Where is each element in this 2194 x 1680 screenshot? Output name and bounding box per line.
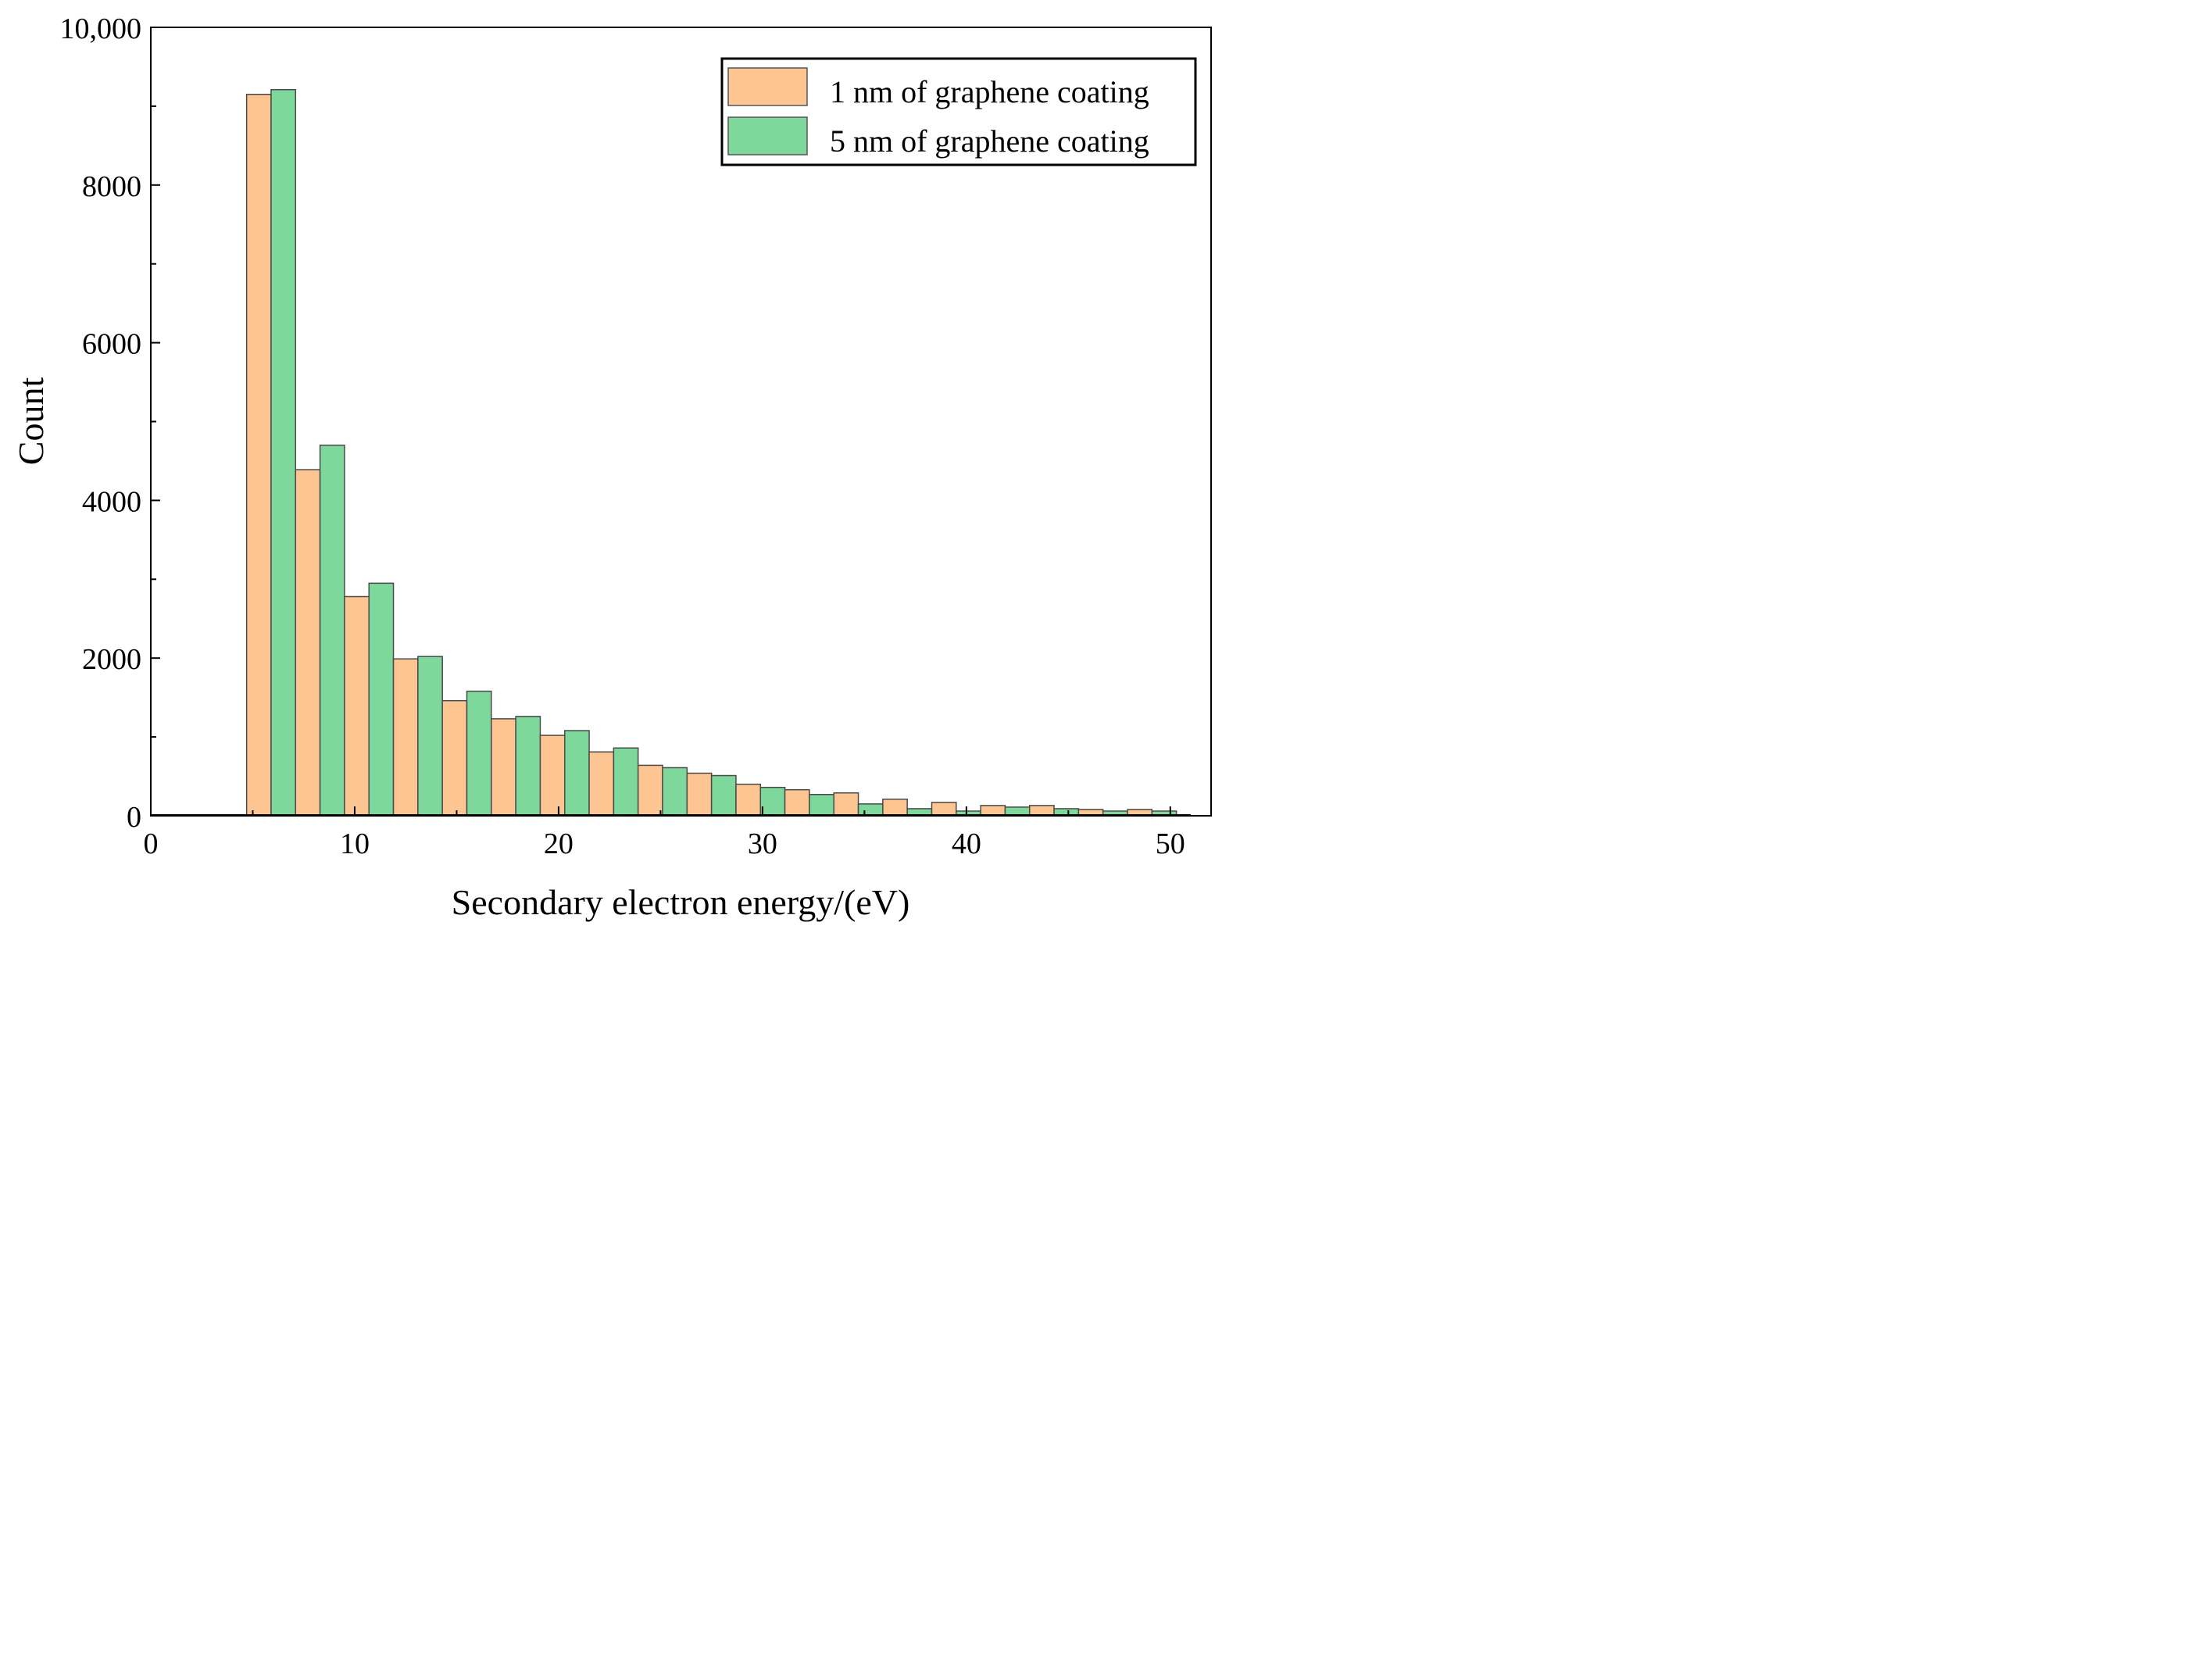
y-tick-label-4000: 4000: [82, 485, 141, 518]
bar-1nm-bin-11: [735, 783, 762, 817]
bar-1nm-bin-7: [539, 735, 566, 817]
bar-1nm-bin-6: [491, 718, 516, 817]
bars-layer: [245, 88, 1177, 817]
y-tick-label-2000: 2000: [82, 643, 141, 676]
chart: 0 10 20 30 40 50 0 2000 4000 6000 8000 10,000 Seco…: [0, 0, 1225, 935]
x-axis-ticks: 0 10 20 30 40 50: [144, 806, 1185, 860]
legend-swatch-1nm: [727, 67, 808, 106]
bar-5nm-bin-1: [270, 88, 297, 817]
bar-1nm-bin-10: [686, 772, 713, 817]
bar-5nm-bin-6: [515, 716, 541, 817]
x-tick-label-30: 30: [748, 827, 777, 860]
y-tick-label-8000: 8000: [82, 170, 141, 203]
bar-5nm-bin-8: [613, 747, 639, 817]
x-axis-title: Secondary electron energy/(eV): [452, 882, 910, 922]
bar-1nm-bin-9: [637, 764, 663, 817]
bar-1nm-bin-1: [245, 94, 272, 817]
chart-svg: 0 10 20 30 40 50 0 2000 4000 6000 8000 10,000 Seco…: [11, 13, 1212, 922]
x-tick-label-20: 20: [544, 827, 574, 860]
bar-5nm-bin-11: [759, 786, 786, 817]
bar-5nm-bin-2: [319, 445, 345, 817]
bar-1nm-bin-3: [344, 595, 370, 817]
bar-5nm-bin-12: [809, 794, 834, 817]
bar-1nm-bin-15: [931, 802, 957, 817]
bar-1nm-bin-2: [295, 469, 321, 817]
bar-1nm-bin-4: [392, 658, 419, 817]
bar-5nm-bin-10: [710, 774, 737, 817]
y-tick-label-6000: 6000: [82, 328, 141, 361]
legend-swatch-5nm: [727, 116, 808, 155]
y-axis-ticks: 0 2000 4000 6000 8000 10,000: [60, 13, 160, 834]
x-tick-label-40: 40: [952, 827, 981, 860]
bar-5nm-bin-3: [368, 582, 395, 817]
bar-1nm-bin-14: [882, 799, 908, 817]
y-axis-title: Count: [11, 377, 51, 466]
legend-label-5nm: 5 nm of graphene coating: [830, 123, 1149, 159]
bar-5nm-bin-13: [857, 803, 884, 817]
bar-5nm-bin-5: [466, 690, 492, 817]
bar-1nm-bin-12: [784, 788, 810, 817]
legend-label-1nm: 1 nm of graphene coating: [830, 74, 1149, 109]
bar-1nm-bin-8: [588, 751, 615, 817]
x-tick-label-10: 10: [340, 827, 370, 860]
legend: 1 nm of graphene coating 5 nm of graphen…: [720, 57, 1197, 166]
bar-1nm-bin-5: [441, 699, 468, 817]
bar-5nm-bin-7: [564, 730, 590, 817]
y-tick-label-0: 0: [127, 801, 141, 834]
bar-5nm-bin-9: [662, 767, 688, 817]
x-tick-label-0: 0: [144, 827, 159, 860]
x-tick-label-50: 50: [1156, 827, 1185, 860]
bar-5nm-bin-4: [417, 656, 443, 817]
bar-1nm-bin-13: [833, 792, 859, 817]
y-tick-label-10000: 10,000: [60, 13, 142, 45]
